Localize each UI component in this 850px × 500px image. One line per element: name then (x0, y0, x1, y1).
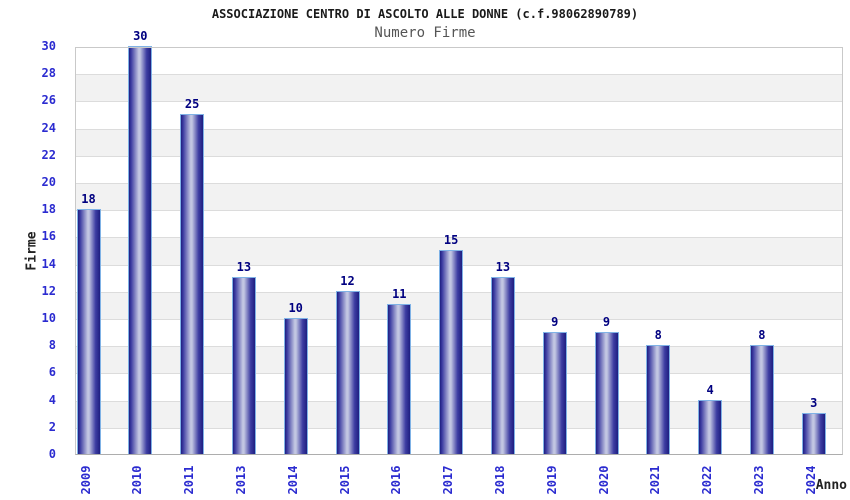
x-tick-label: 2009 (78, 465, 93, 495)
y-tick-label: 24 (41, 120, 56, 135)
bar-value-label: 13 (236, 260, 252, 275)
bar-value-label: 10 (288, 301, 303, 315)
chart-subtitle: Numero Firme (374, 25, 476, 41)
bar (646, 345, 671, 455)
y-tick-label: 22 (41, 147, 56, 162)
y-tick-label: 20 (41, 175, 56, 189)
bar-value-label: 9 (551, 314, 559, 329)
y-tick-label: 10 (41, 311, 56, 325)
x-tick-label: 2015 (337, 465, 352, 495)
gridline (75, 101, 843, 102)
bar-value-label: 3 (810, 396, 818, 411)
chart-title: ASSOCIAZIONE CENTRO DI ASCOLTO ALLE DONN… (211, 7, 639, 21)
y-tick-label: 2 (48, 419, 56, 434)
bar-value-label: 4 (706, 382, 714, 397)
bar (594, 331, 619, 455)
gridline (75, 183, 843, 184)
x-tick-label: 2021 (648, 465, 663, 495)
bar (128, 46, 153, 455)
y-tick-label: 30 (41, 39, 56, 53)
bar-value-label: 30 (133, 29, 148, 43)
bar (283, 318, 308, 455)
bar-value-label: 8 (654, 328, 662, 343)
y-tick-label: 0 (48, 447, 56, 461)
y-tick-label: 28 (41, 66, 56, 81)
x-tick-label: 2018 (492, 465, 507, 495)
bar (335, 290, 360, 455)
plot-band (75, 74, 843, 102)
x-tick-label: 2010 (130, 465, 145, 495)
bar (490, 277, 515, 455)
bar-value-label: 11 (392, 287, 407, 302)
x-tick-label: 2014 (285, 465, 300, 495)
x-tick-label: 2020 (596, 465, 611, 495)
y-tick-label: 18 (41, 202, 56, 217)
plot-band (75, 47, 843, 75)
y-tick-label: 8 (48, 338, 56, 353)
x-tick-label: 2013 (233, 465, 248, 495)
bar (698, 399, 723, 455)
bar (801, 413, 826, 455)
y-tick-label: 4 (48, 392, 56, 407)
x-tick-label: 2017 (441, 465, 456, 495)
bar-value-label: 25 (184, 97, 200, 111)
y-tick-label: 16 (41, 229, 56, 244)
bar (542, 331, 567, 455)
gridline (75, 210, 843, 211)
gridline (75, 156, 843, 157)
bar (749, 345, 774, 455)
y-tick-label: 14 (41, 256, 56, 271)
bar-value-label: 12 (340, 273, 355, 288)
y-tick-label: 6 (48, 365, 56, 380)
x-tick-label: 2022 (700, 465, 715, 495)
x-tick-label: 2011 (182, 465, 197, 495)
x-tick-label: 2016 (389, 465, 404, 495)
bar-value-label: 15 (443, 233, 459, 247)
y-tick-label: 12 (41, 283, 56, 298)
bar (231, 277, 256, 455)
bar-value-label: 9 (602, 314, 611, 329)
bar (387, 304, 412, 455)
x-tick-label: 2023 (751, 465, 766, 495)
gridline (75, 129, 843, 130)
x-axis-title: Anno (815, 478, 847, 493)
y-tick-label: 26 (41, 93, 56, 108)
bar-value-label: 18 (81, 192, 96, 207)
bar (76, 209, 101, 455)
gridline (75, 237, 843, 238)
bar-value-label: 8 (758, 328, 766, 343)
gridline (75, 74, 843, 75)
bar (180, 114, 205, 455)
bar-value-label: 13 (495, 260, 511, 275)
bar (439, 250, 464, 455)
x-tick-label: 2019 (544, 465, 559, 495)
plot-area: 18 30 25 13 10 12 11 15 13 9 9 8 4 8 3 (75, 29, 843, 455)
